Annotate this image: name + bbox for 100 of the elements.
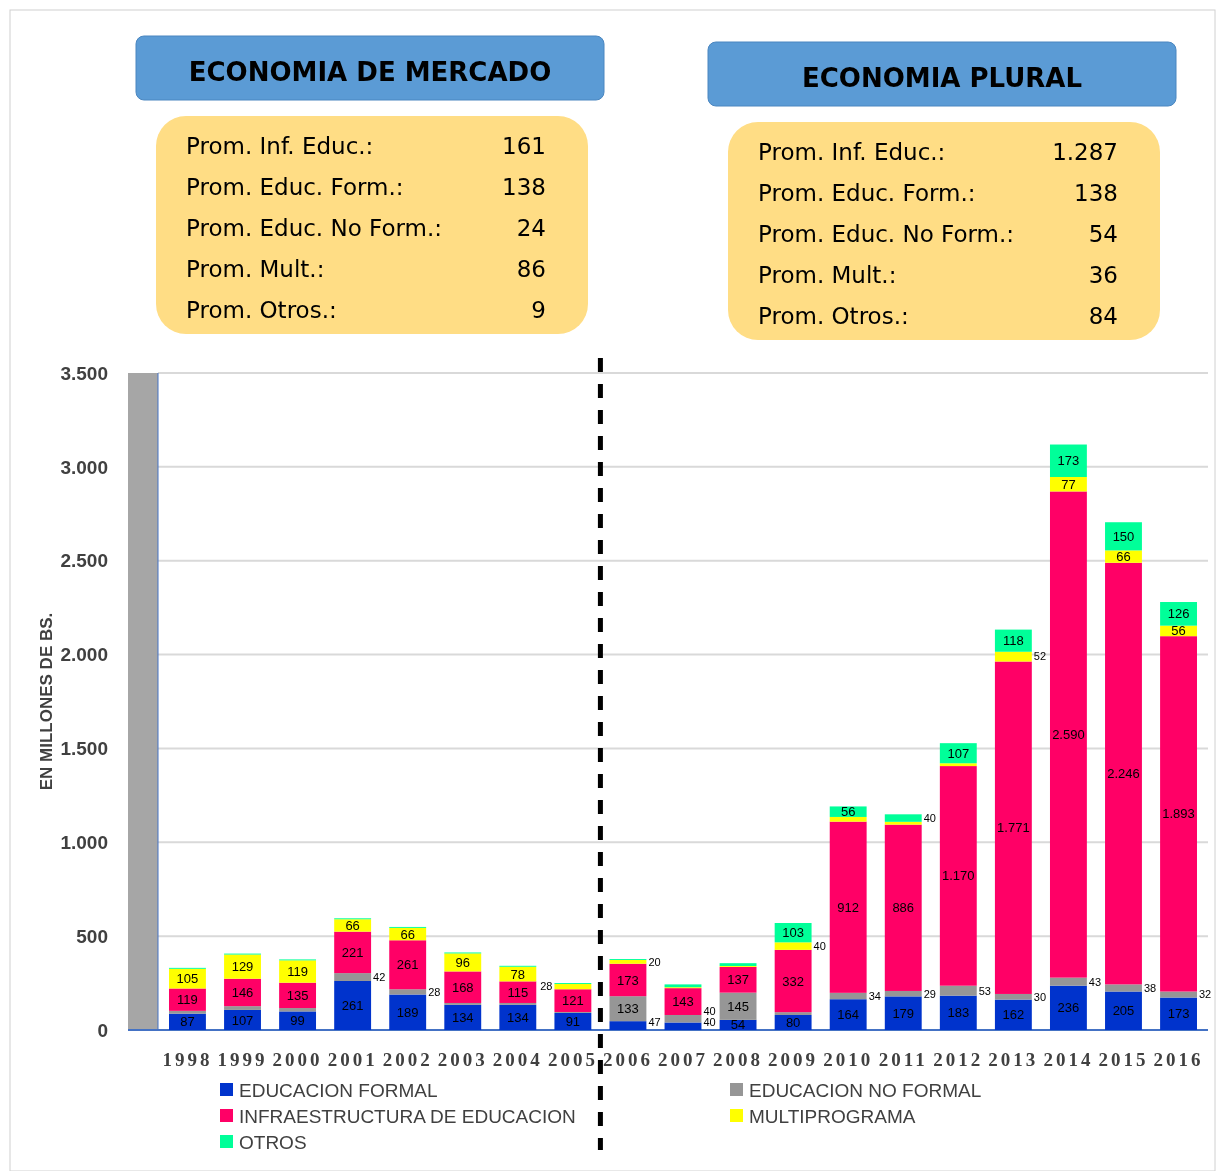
- data-label: 119: [177, 992, 198, 1008]
- bar: [884, 814, 922, 822]
- data-label: 173: [1057, 453, 1080, 469]
- text: Prom. Inf. Educ.: 1.287: [758, 139, 1118, 166]
- data-label: 105: [176, 971, 199, 987]
- data-label: 91: [565, 1014, 581, 1030]
- data-label: 107: [947, 745, 970, 761]
- data-label: 56: [840, 804, 856, 820]
- data-label: 96: [455, 954, 470, 970]
- data-label: 66: [400, 926, 415, 942]
- data-label: 135: [286, 987, 309, 1003]
- legend-label: OTROS: [239, 1131, 307, 1153]
- data-label: 119: [287, 964, 308, 980]
- data-label: 99: [290, 1013, 305, 1029]
- x-tick-label: 1998: [162, 1049, 213, 1070]
- text: Prom. Inf. Educ.: 161: [186, 133, 546, 160]
- data-label: 1.170: [942, 868, 975, 884]
- bar: [774, 1012, 812, 1015]
- bar: [334, 973, 372, 982]
- data-label: 221: [341, 944, 364, 960]
- data-label: 137: [727, 972, 749, 988]
- data-label: 2.246: [1107, 766, 1140, 782]
- bar: [609, 963, 647, 997]
- data-label: 189: [396, 1004, 419, 1020]
- text: Prom. Educ. Form.: 138: [186, 174, 546, 201]
- bar: [609, 1021, 647, 1030]
- data-label: 129: [231, 959, 254, 975]
- x-tick-label: 2008: [713, 1049, 764, 1070]
- x-tick-label: 2002: [382, 1049, 433, 1070]
- data-label: 32: [1198, 988, 1212, 1001]
- bar: [829, 821, 867, 993]
- bar: [1160, 997, 1197, 1030]
- x-tick-label: 2010: [823, 1049, 874, 1070]
- y-tick-label: 2.500: [60, 550, 108, 572]
- bar: [1105, 991, 1142, 1030]
- bar: [169, 1010, 206, 1014]
- bar: [389, 940, 427, 990]
- bar: [1105, 562, 1142, 985]
- text: Prom. Educ. Form.: 138: [758, 180, 1118, 207]
- data-label: 133: [617, 1001, 639, 1017]
- bar: [1160, 991, 1197, 998]
- data-label: 162: [1002, 1007, 1025, 1023]
- y-tick-label: 1.000: [60, 831, 108, 853]
- data-label: 54: [730, 1017, 746, 1033]
- data-label: 261: [396, 957, 419, 973]
- x-tick-label: 2013: [988, 1049, 1039, 1070]
- bar: [609, 959, 647, 964]
- data-label: 332: [782, 973, 804, 989]
- bar: [829, 992, 867, 1000]
- data-label: 34: [868, 989, 881, 1002]
- data-label: 912: [837, 899, 860, 915]
- data-label: 77: [1061, 476, 1076, 492]
- data-label: 52: [1033, 650, 1047, 663]
- data-label: 143: [672, 994, 694, 1010]
- data-label: 28: [428, 985, 441, 998]
- bar: [719, 966, 757, 993]
- text: Prom. Mult.: 36: [758, 262, 1118, 289]
- data-label: 886: [892, 900, 915, 916]
- x-tick-label: 2011: [878, 1049, 928, 1070]
- x-tick-label: 1999: [217, 1049, 268, 1070]
- y-tick-label: 500: [76, 925, 108, 947]
- x-tick-label: 2015: [1098, 1049, 1149, 1070]
- x-tick-label: 2016: [1153, 1049, 1204, 1070]
- bar: [554, 984, 592, 990]
- data-label: 146: [231, 985, 254, 1001]
- data-label: 150: [1112, 528, 1135, 544]
- data-label: 78: [510, 966, 526, 982]
- bar: [279, 960, 317, 983]
- bar: [939, 995, 977, 1030]
- bar: [334, 931, 372, 974]
- bar: [1049, 491, 1087, 978]
- data-label: 53: [978, 984, 991, 997]
- data-label: 1.771: [997, 820, 1030, 836]
- data-label: 80: [785, 1015, 801, 1031]
- x-tick-label: 2005: [547, 1049, 598, 1070]
- data-label: 29: [923, 987, 936, 1000]
- data-label: 43: [1088, 975, 1102, 988]
- data-label: 205: [1112, 1003, 1135, 1019]
- legend-label: MULTIPROGRAMA: [749, 1105, 916, 1127]
- data-label: 56: [1171, 623, 1186, 639]
- data-label: 179: [892, 1005, 915, 1021]
- data-label: 40: [703, 1015, 716, 1028]
- bar: [499, 981, 537, 1003]
- bar: [774, 949, 812, 1013]
- data-label: 42: [373, 970, 386, 983]
- data-label: 40: [813, 939, 826, 952]
- data-label: 173: [617, 972, 639, 988]
- x-tick-label: 2004: [492, 1049, 543, 1070]
- bar: [1049, 985, 1087, 1030]
- x-tick-label: 2001: [327, 1049, 378, 1070]
- bar: [884, 990, 922, 997]
- data-label: 87: [180, 1014, 195, 1030]
- bar: [774, 942, 812, 950]
- bar: [389, 989, 427, 995]
- data-label: 236: [1057, 1000, 1080, 1016]
- y-tick-label: 0: [97, 1019, 108, 1041]
- bar: [554, 1012, 592, 1030]
- data-label: 1.893: [1162, 806, 1195, 822]
- data-label: 183: [947, 1005, 970, 1021]
- data-label: 30: [1033, 990, 1047, 1003]
